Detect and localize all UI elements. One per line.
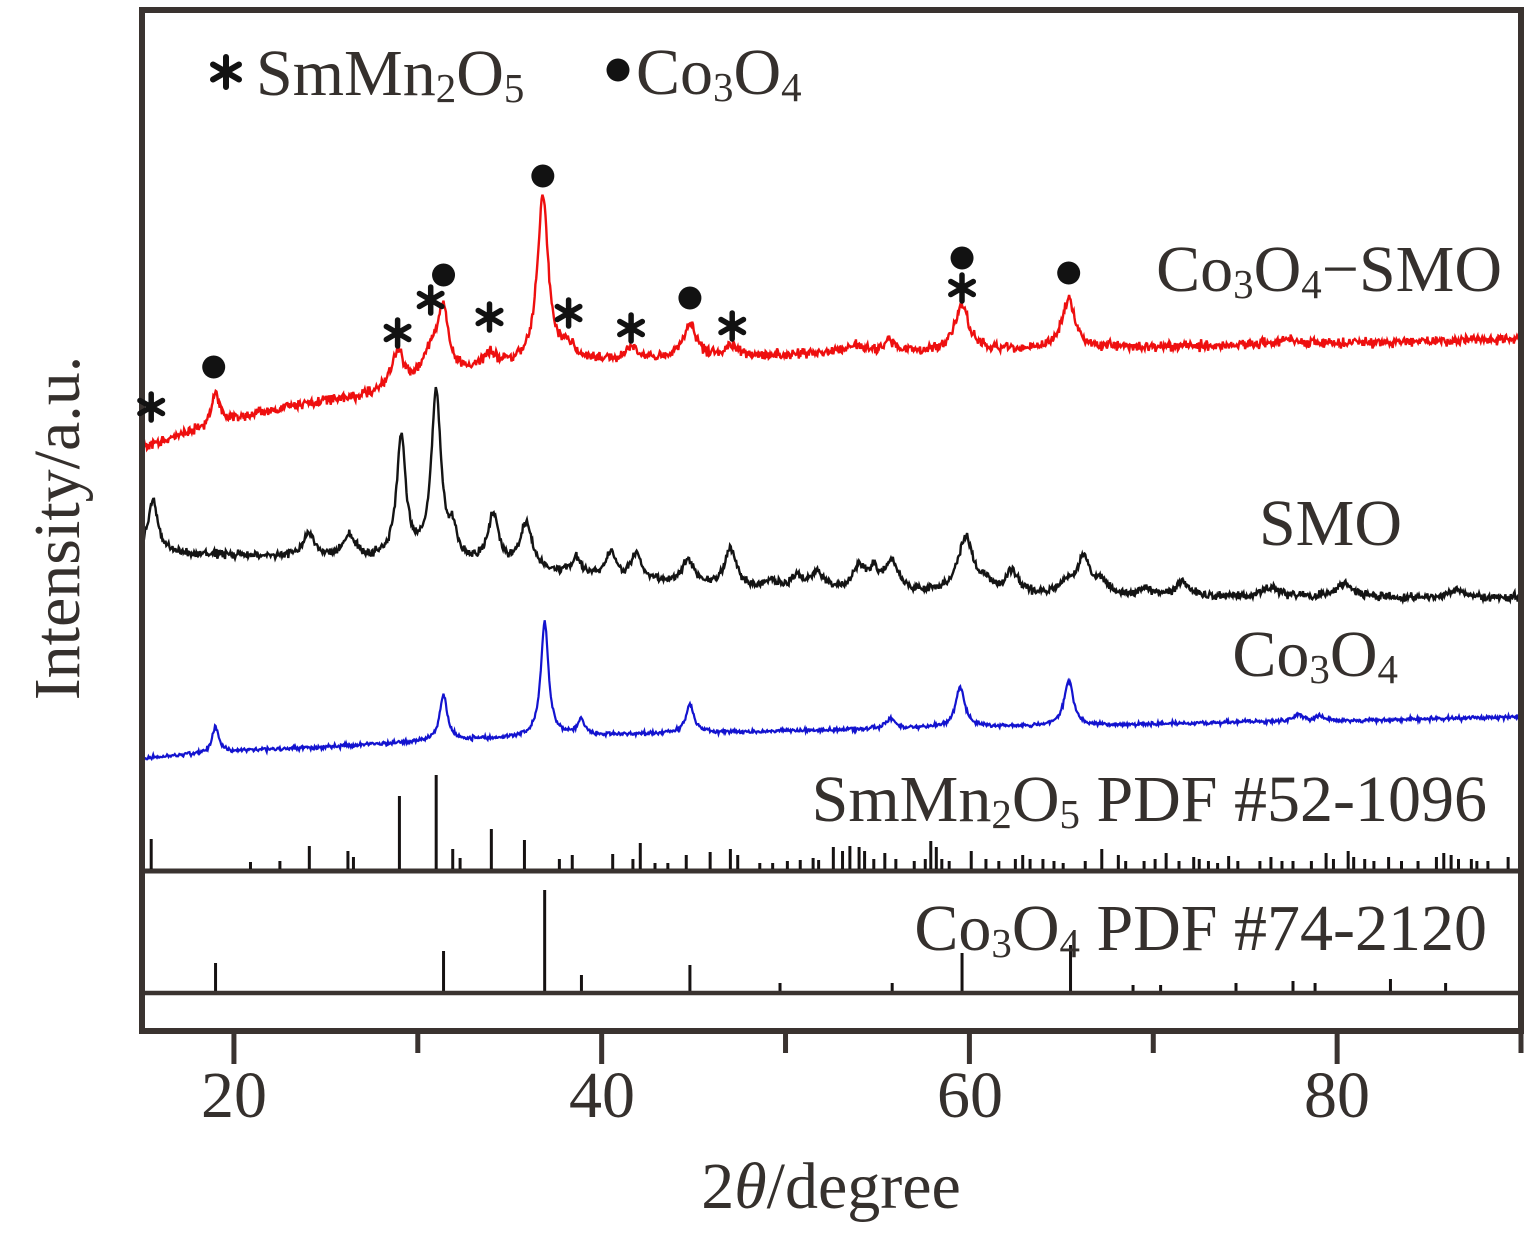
co3o4-smo-curve bbox=[145, 194, 1518, 453]
x-tick-label-60: 60 bbox=[937, 1059, 1003, 1132]
series-label-smmn2o5-pdf: SmMn2O5 PDF #52-1096 bbox=[811, 763, 1487, 838]
legend-asterisk-icon bbox=[210, 54, 242, 90]
co3o4-dot-marker bbox=[950, 246, 974, 270]
x-tick-label-20: 20 bbox=[201, 1059, 267, 1132]
legend-label-smmn2o5: SmMn2O5 bbox=[256, 37, 525, 112]
series-label-co3o4-pdf: Co3O4 PDF #74-2120 bbox=[914, 892, 1487, 967]
smmn2o5-asterisk-marker bbox=[718, 310, 747, 342]
plot-frame bbox=[139, 7, 1524, 1034]
smo-curve bbox=[145, 386, 1518, 605]
co3o4-pdf-sticks bbox=[214, 890, 1448, 991]
smmn2o5-pdf-sticks bbox=[149, 775, 1510, 869]
x-axis-ticks bbox=[231, 1034, 1524, 1064]
smmn2o5-asterisk-marker bbox=[383, 317, 412, 349]
smmn2o5-asterisk-marker bbox=[475, 301, 504, 333]
co3o4-dot-marker bbox=[678, 286, 702, 310]
x-tick-label-40: 40 bbox=[569, 1059, 635, 1132]
smmn2o5-asterisk-marker bbox=[554, 297, 583, 329]
legend-label-co3o4: Co3O4 bbox=[636, 36, 802, 111]
y-axis-title: Intensity/a.u. bbox=[21, 355, 94, 701]
smmn2o5-asterisk-marker bbox=[416, 284, 445, 316]
series-label-co3o4-smo: Co3O4−SMO bbox=[1156, 233, 1502, 308]
co3o4-dot-marker bbox=[202, 355, 226, 379]
smmn2o5-asterisk-marker bbox=[137, 391, 166, 423]
series-label-co3o4: Co3O4 bbox=[1232, 618, 1398, 693]
co3o4-dot-marker bbox=[531, 164, 555, 188]
x-axis-title: 2θ/degree bbox=[701, 1150, 961, 1223]
smmn2o5-asterisk-marker bbox=[617, 312, 646, 344]
co3o4-dot-marker bbox=[1057, 261, 1081, 285]
smmn2o5-asterisk-marker bbox=[948, 272, 977, 304]
co3o4-dot-marker bbox=[432, 263, 456, 287]
legend-dot-icon bbox=[606, 58, 630, 82]
x-tick-label-80: 80 bbox=[1304, 1059, 1370, 1132]
series-label-smo: SMO bbox=[1258, 487, 1402, 560]
co3o4-smo-peak-markers bbox=[137, 164, 1081, 423]
co3o4-curve bbox=[145, 620, 1518, 762]
